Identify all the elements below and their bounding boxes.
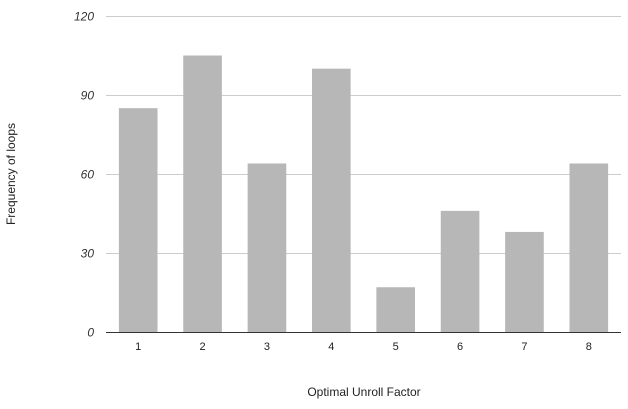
y-tick-label: 60: [81, 168, 95, 182]
x-axis-title: Optimal Unroll Factor: [307, 385, 420, 399]
x-tick-label: 2: [199, 341, 205, 353]
bar-5: [376, 287, 416, 332]
bar-6: [440, 210, 480, 332]
x-tick-label: 8: [586, 341, 592, 353]
y-tick-label: 120: [74, 10, 94, 24]
x-tick-label: 5: [393, 341, 399, 353]
x-tick-labels: 1 2 3 4 5 6 7 8: [135, 341, 592, 353]
y-tick-label: 0: [87, 326, 94, 340]
y-tick-label: 30: [81, 247, 95, 261]
bar-3: [247, 163, 287, 332]
bar-8: [569, 163, 609, 332]
x-tick-label: 1: [135, 341, 141, 353]
bars: [118, 55, 609, 333]
bar-1: [118, 108, 158, 332]
bar-7: [505, 231, 544, 332]
x-tick-label: 6: [457, 341, 463, 353]
y-axis-title: Frequency of loops: [4, 123, 18, 225]
x-tick-label: 3: [264, 341, 270, 353]
bar-2: [183, 55, 222, 332]
y-tick-label: 90: [81, 89, 95, 103]
y-tick-labels: 0 30 60 90 120: [74, 10, 94, 340]
x-tick-label: 4: [328, 341, 334, 353]
bar-4: [312, 68, 351, 333]
x-tick-label: 7: [521, 341, 527, 353]
